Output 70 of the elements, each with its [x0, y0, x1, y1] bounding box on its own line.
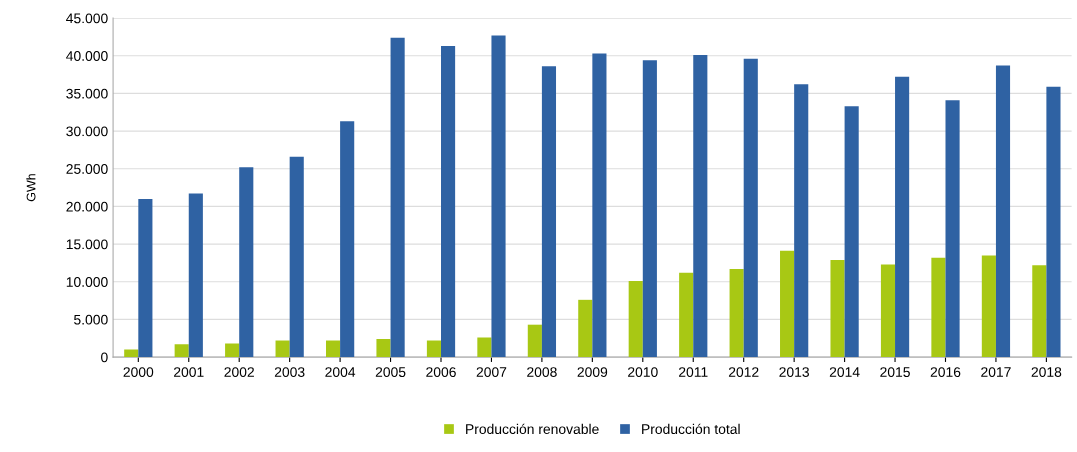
x-tick-label: 2016 [930, 367, 961, 377]
x-tick-label: 2009 [577, 367, 608, 377]
x-tick-label: 2012 [728, 367, 759, 377]
bar [138, 198, 153, 358]
bar [578, 299, 593, 358]
bar [275, 340, 290, 358]
x-tick-label: 2005 [375, 367, 406, 377]
bar [376, 339, 391, 358]
bar [981, 255, 996, 358]
bar [426, 340, 441, 358]
bar [1032, 265, 1047, 358]
x-tick-label: 2017 [981, 367, 1011, 377]
bar [239, 167, 254, 358]
bar [124, 349, 139, 358]
x-tick-label: 2007 [476, 367, 507, 377]
x-tick-label: 2004 [325, 367, 356, 377]
bar [491, 35, 506, 358]
bar [541, 66, 557, 358]
bar [830, 259, 845, 358]
bar [693, 54, 708, 358]
bar [995, 65, 1011, 358]
y-tick-label: 30.000 [66, 126, 108, 137]
bar [880, 264, 896, 358]
x-tick-label: 2008 [527, 367, 557, 377]
x-tick-label: 2002 [224, 367, 254, 377]
x-tick-label: 2006 [426, 367, 456, 377]
y-tick-label: 35.000 [66, 88, 108, 99]
x-tick-label: 2000 [123, 367, 154, 377]
x-tick-label: 2010 [628, 367, 658, 377]
bar [477, 337, 492, 358]
bar [188, 193, 203, 358]
y-tick-label: 25.000 [66, 164, 108, 174]
legend-label: Producción renovable [466, 423, 599, 435]
y-tick-label: 20.000 [66, 201, 108, 212]
x-tick-label: 2001 [174, 367, 204, 377]
x-tick-label: 2013 [779, 367, 809, 377]
bar [844, 106, 859, 358]
bar [325, 340, 341, 358]
bar [592, 53, 607, 358]
y-tick-label: 15.000 [66, 239, 108, 250]
x-tick-label: 2011 [679, 367, 708, 377]
bar [527, 324, 542, 358]
x-tick-label: 2003 [274, 367, 305, 377]
x-tick-label: 2018 [1031, 367, 1062, 377]
y-tick-label: 0 [101, 352, 108, 363]
bar [642, 60, 657, 358]
y-tick-label: 40.000 [66, 51, 108, 61]
bar [931, 257, 946, 358]
bar [794, 84, 809, 358]
bar [174, 344, 189, 358]
bar [895, 76, 910, 358]
x-tick-label: 2015 [880, 367, 910, 377]
bar [729, 268, 744, 358]
bar [390, 37, 405, 358]
bar [628, 280, 643, 358]
bar [1046, 86, 1061, 358]
y-tick-label: 10.000 [66, 277, 108, 287]
bar [780, 250, 795, 358]
bar [289, 156, 304, 358]
bar [441, 45, 456, 358]
legend-label: Producción total [642, 423, 740, 435]
y-axis-title: GWh [26, 174, 36, 202]
bar [225, 343, 240, 358]
bar [743, 58, 758, 358]
y-tick-label: 5.000 [74, 314, 108, 325]
y-tick-label: 45.000 [66, 13, 108, 24]
bar [679, 272, 694, 358]
bar [340, 121, 355, 358]
x-tick-label: 2014 [829, 367, 860, 377]
bar [945, 100, 960, 358]
